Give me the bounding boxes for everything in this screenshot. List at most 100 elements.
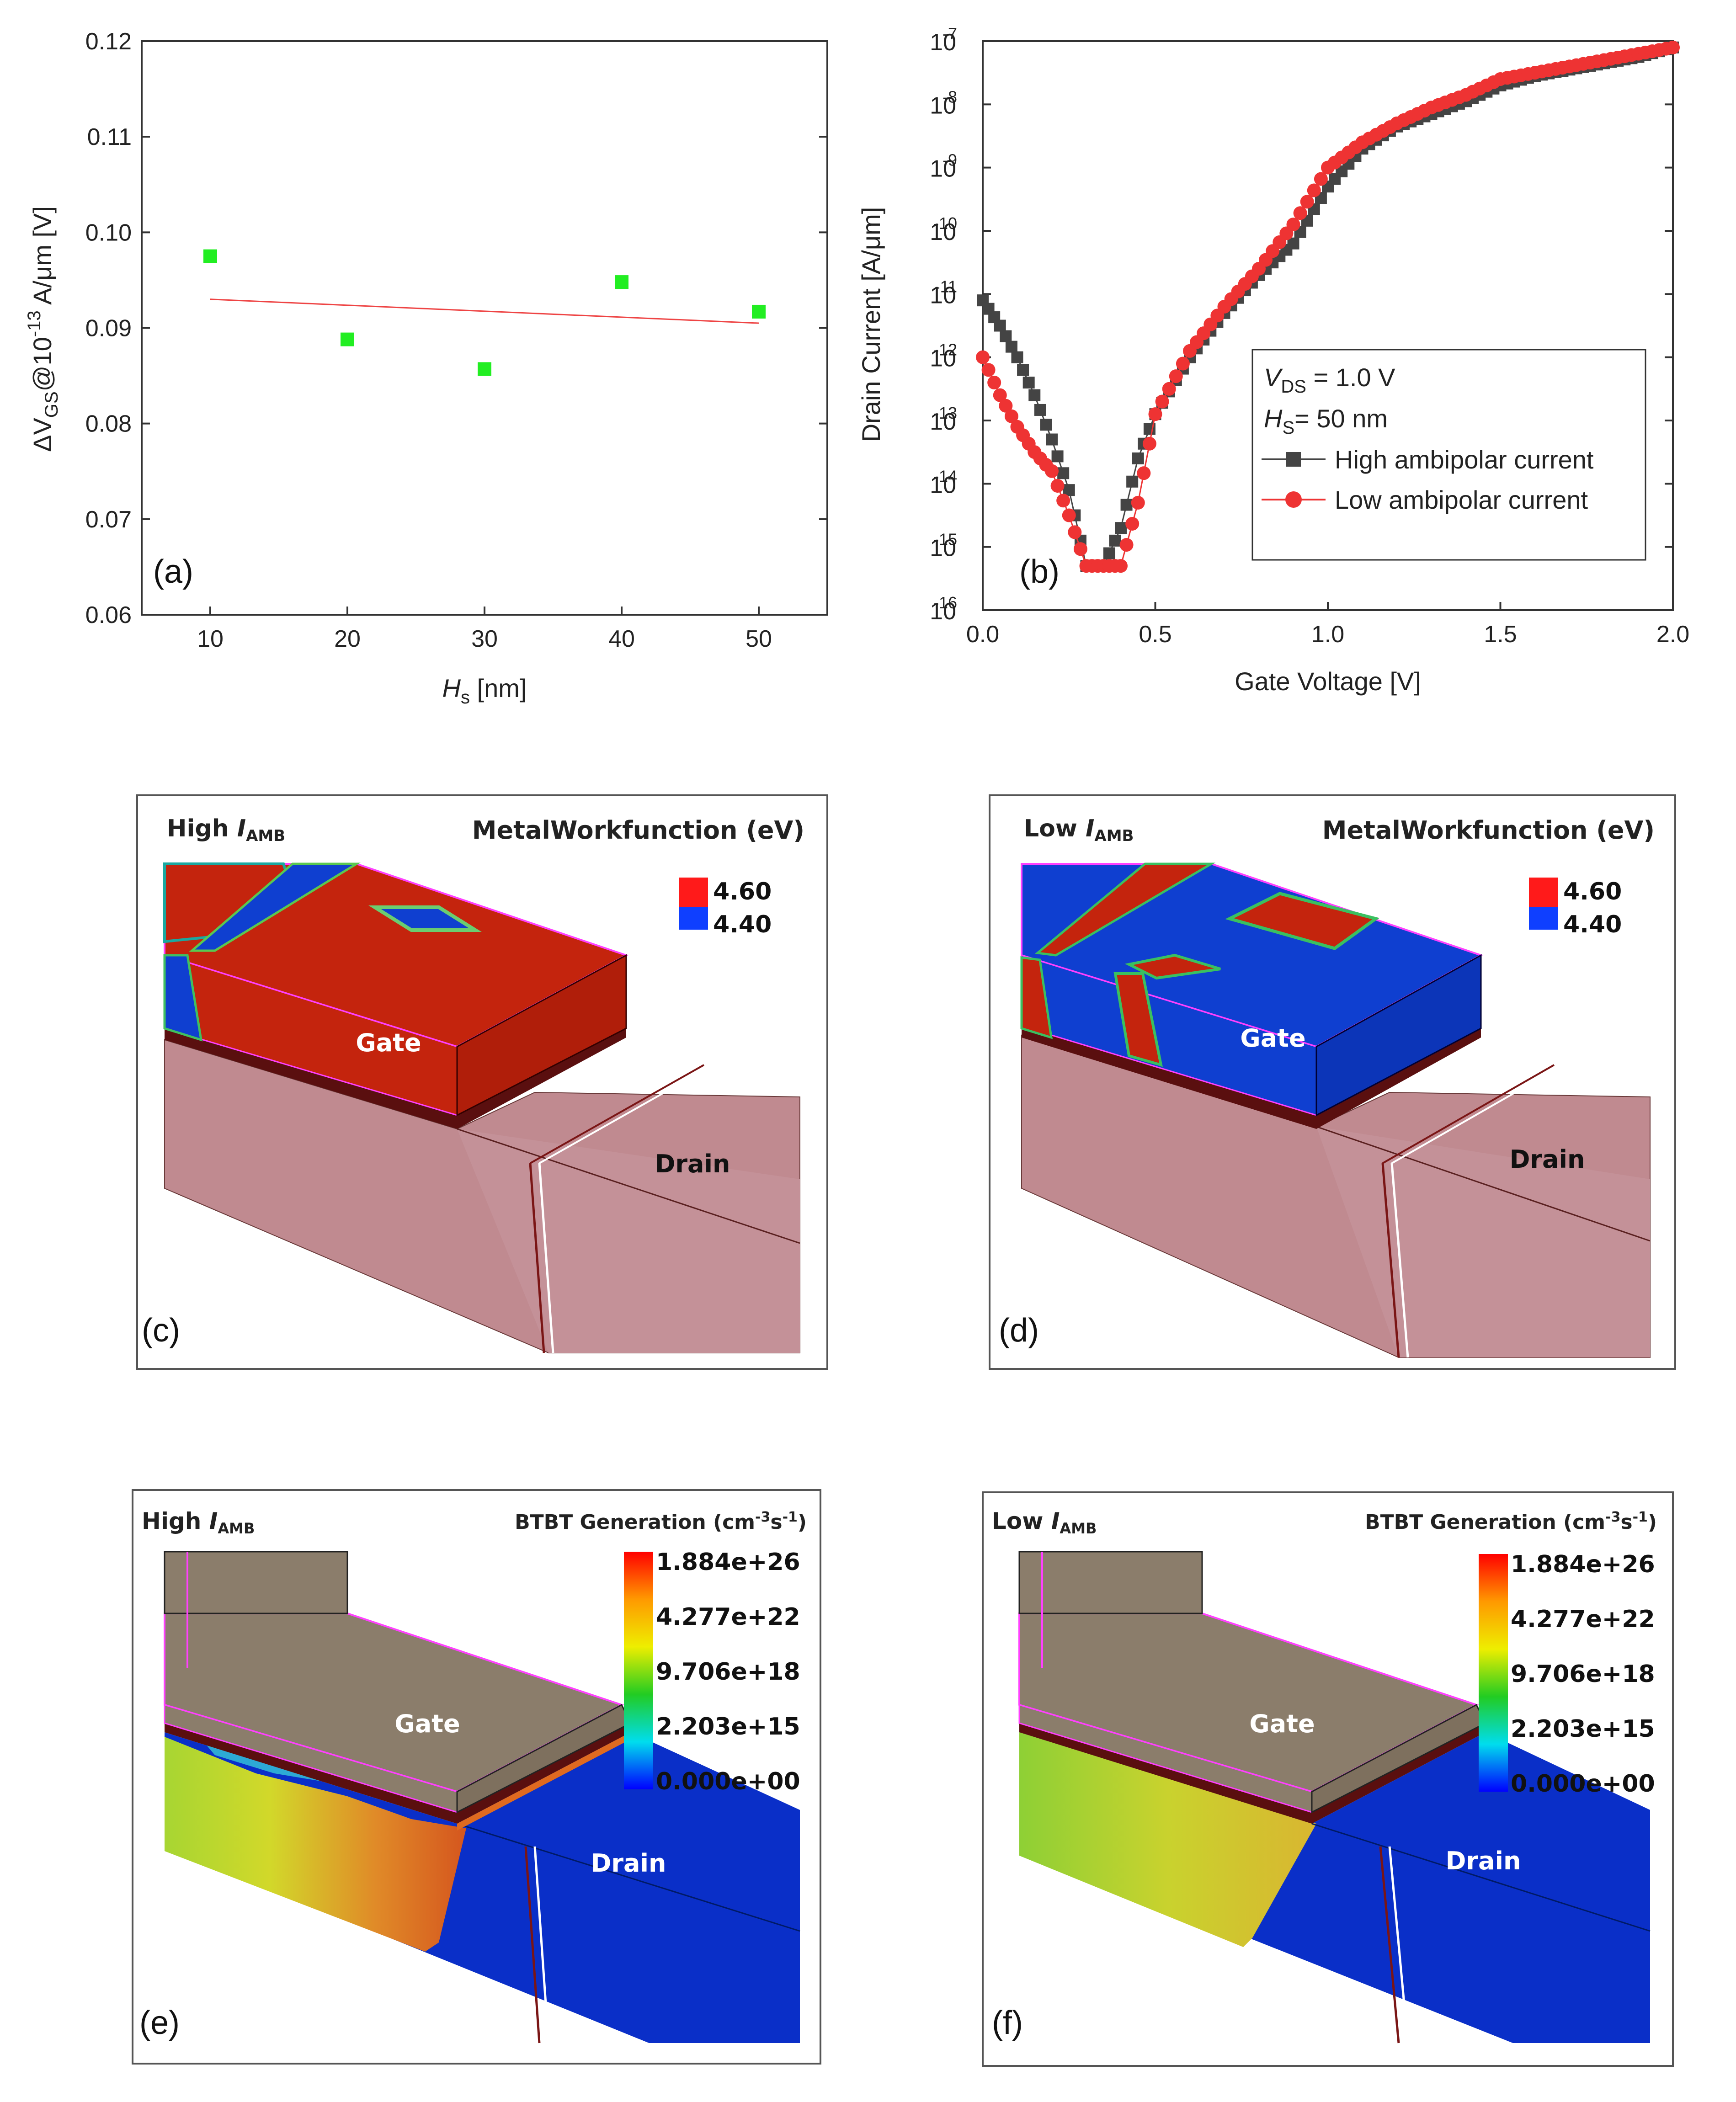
gate-label-f: Gate	[1249, 1709, 1315, 1738]
y-tick-exponent-b: -13	[933, 404, 957, 422]
blue-island-c	[368, 905, 482, 932]
legend-swatch-blue-c	[679, 907, 708, 930]
panel-label-a: (a)	[153, 553, 193, 590]
panel-d: Gate Drain Low IAMB MetalWorkfunction (e…	[989, 794, 1676, 1370]
data-point-low	[981, 363, 996, 377]
data-point-low	[1148, 407, 1162, 421]
data-point-low	[1119, 538, 1134, 552]
data-point-low	[1045, 464, 1059, 478]
data-point-low	[976, 350, 990, 364]
legend-low-label: Low ambipolar current	[1335, 485, 1588, 514]
junction-white-d	[1390, 1163, 1409, 1358]
data-point-high	[1005, 341, 1017, 353]
data-point-high	[1103, 547, 1115, 559]
y-tick-label-a: 0.12	[85, 28, 132, 55]
btbt-hotspot-f	[1019, 1732, 1316, 1947]
legend-low-marker	[1285, 491, 1302, 508]
gate-label-d: Gate	[1240, 1024, 1305, 1053]
x-tick-label-a: 50	[746, 626, 772, 652]
data-point-low	[1307, 183, 1321, 197]
y-tick-label-b: 10-8	[930, 87, 957, 119]
data-point-high	[1000, 330, 1012, 342]
legend-val-c-0: 4.60	[713, 878, 772, 905]
legend-val-e-1: 4.277e+22	[656, 1603, 800, 1631]
data-point-low	[1300, 195, 1314, 209]
legend-val-e-3: 2.203e+15	[656, 1713, 800, 1740]
y-tick-label-b: 10-10	[930, 214, 957, 245]
panel-title-e: High IAMB	[142, 1508, 255, 1537]
data-point-low	[1068, 525, 1082, 539]
fit-line-a	[210, 298, 759, 324]
junction-line-c	[529, 1163, 545, 1353]
data-point-low	[1155, 394, 1169, 409]
blue-front-c	[163, 954, 203, 1042]
data-point-low	[1169, 369, 1183, 383]
red-front-d-1	[1020, 956, 1053, 1039]
substrate-c-edge	[457, 1128, 800, 1244]
drain-label-f: Drain	[1446, 1847, 1521, 1875]
data-point-high	[1028, 389, 1041, 401]
substrate-c-face	[457, 1129, 800, 1353]
gate-side-c	[456, 954, 627, 1117]
x-axis-label-a: Hs [nm]	[442, 674, 527, 708]
data-point-low	[1131, 495, 1145, 510]
y-tick-exponent-b: -10	[933, 214, 957, 233]
legend-val-f-3: 2.203e+15	[1511, 1715, 1655, 1743]
x-axis-label-b: Gate Voltage [V]	[1235, 667, 1421, 696]
x-tick-label-a: 40	[608, 626, 635, 652]
data-point-a	[615, 275, 628, 289]
data-point-high	[1034, 404, 1046, 416]
panel-label-f: (f)	[992, 2005, 1023, 2041]
data-point-low	[1137, 466, 1151, 480]
y-tick-exponent-b: -14	[933, 467, 957, 485]
data-point-low	[1162, 382, 1176, 396]
junction-top-d	[1382, 1064, 1555, 1164]
y-tick-label-b: 10-13	[930, 404, 957, 435]
data-point-high	[1051, 450, 1064, 463]
legend-val-e-0: 1.884e+26	[656, 1549, 800, 1576]
colorbar-e	[624, 1552, 653, 1789]
legend-val-c-1: 4.40	[713, 911, 772, 938]
legend-val-e-2: 9.706e+18	[656, 1658, 800, 1686]
data-point-low	[993, 388, 1007, 402]
y-tick-label-b: 10-14	[930, 467, 957, 498]
y-tick-label-b: 10-15	[930, 530, 957, 562]
legend-val-e-4: 0.000e+00	[656, 1768, 800, 1795]
data-point-a	[203, 249, 217, 263]
y-tick-exponent-b: -16	[933, 593, 957, 612]
red-top-d	[1124, 953, 1221, 980]
data-point-low	[999, 399, 1013, 413]
junction-white-f	[1388, 1846, 1409, 2043]
y-tick-exponent-b: -9	[943, 151, 957, 170]
x-tick-label-a: 10	[197, 626, 224, 652]
y-tick-exponent-b: -12	[933, 341, 957, 359]
y-tick-label-a: 0.09	[85, 315, 132, 342]
legend-b: VDS = 1.0 V HS= 50 nm High ambipolar cur…	[1251, 349, 1646, 561]
panel-e: Gate Drain High IAMB BTBT Generation (cm…	[132, 1489, 821, 2065]
y-axis-label-b: Drain Current [A/μm]	[857, 207, 885, 442]
y-tick-label-a: 0.10	[85, 219, 132, 246]
legend-val-f-0: 1.884e+26	[1511, 1551, 1655, 1578]
data-point-high	[1022, 377, 1035, 388]
junction-white-c	[538, 1163, 554, 1353]
oxide-f	[1019, 1723, 1486, 1824]
data-point-high	[1115, 522, 1127, 534]
gate-label-c: Gate	[356, 1028, 421, 1057]
substrate-d-edge	[1316, 1126, 1651, 1242]
y-tick-label-b: 10-12	[930, 341, 957, 372]
y-tick-label-b: 10-7	[930, 24, 957, 56]
legend-val-f-1: 4.277e+22	[1511, 1606, 1655, 1633]
panel-title-d: Low IAMB	[1024, 815, 1134, 845]
y-tick-label-b: 10-9	[930, 151, 957, 182]
drain-label-d: Drain	[1510, 1145, 1585, 1174]
btbt-hotspot-e	[165, 1737, 466, 1952]
red-front-d-2	[1113, 972, 1163, 1067]
x-tick-label-b: 0.0	[966, 621, 999, 648]
legend-high-label: High ambipolar current	[1335, 445, 1594, 474]
y-tick-exponent-b: -8	[943, 87, 957, 106]
data-point-high	[994, 319, 1006, 332]
data-point-high	[1046, 433, 1058, 446]
legend-val-d-0: 4.60	[1563, 878, 1622, 905]
data-point-high	[1017, 364, 1029, 376]
